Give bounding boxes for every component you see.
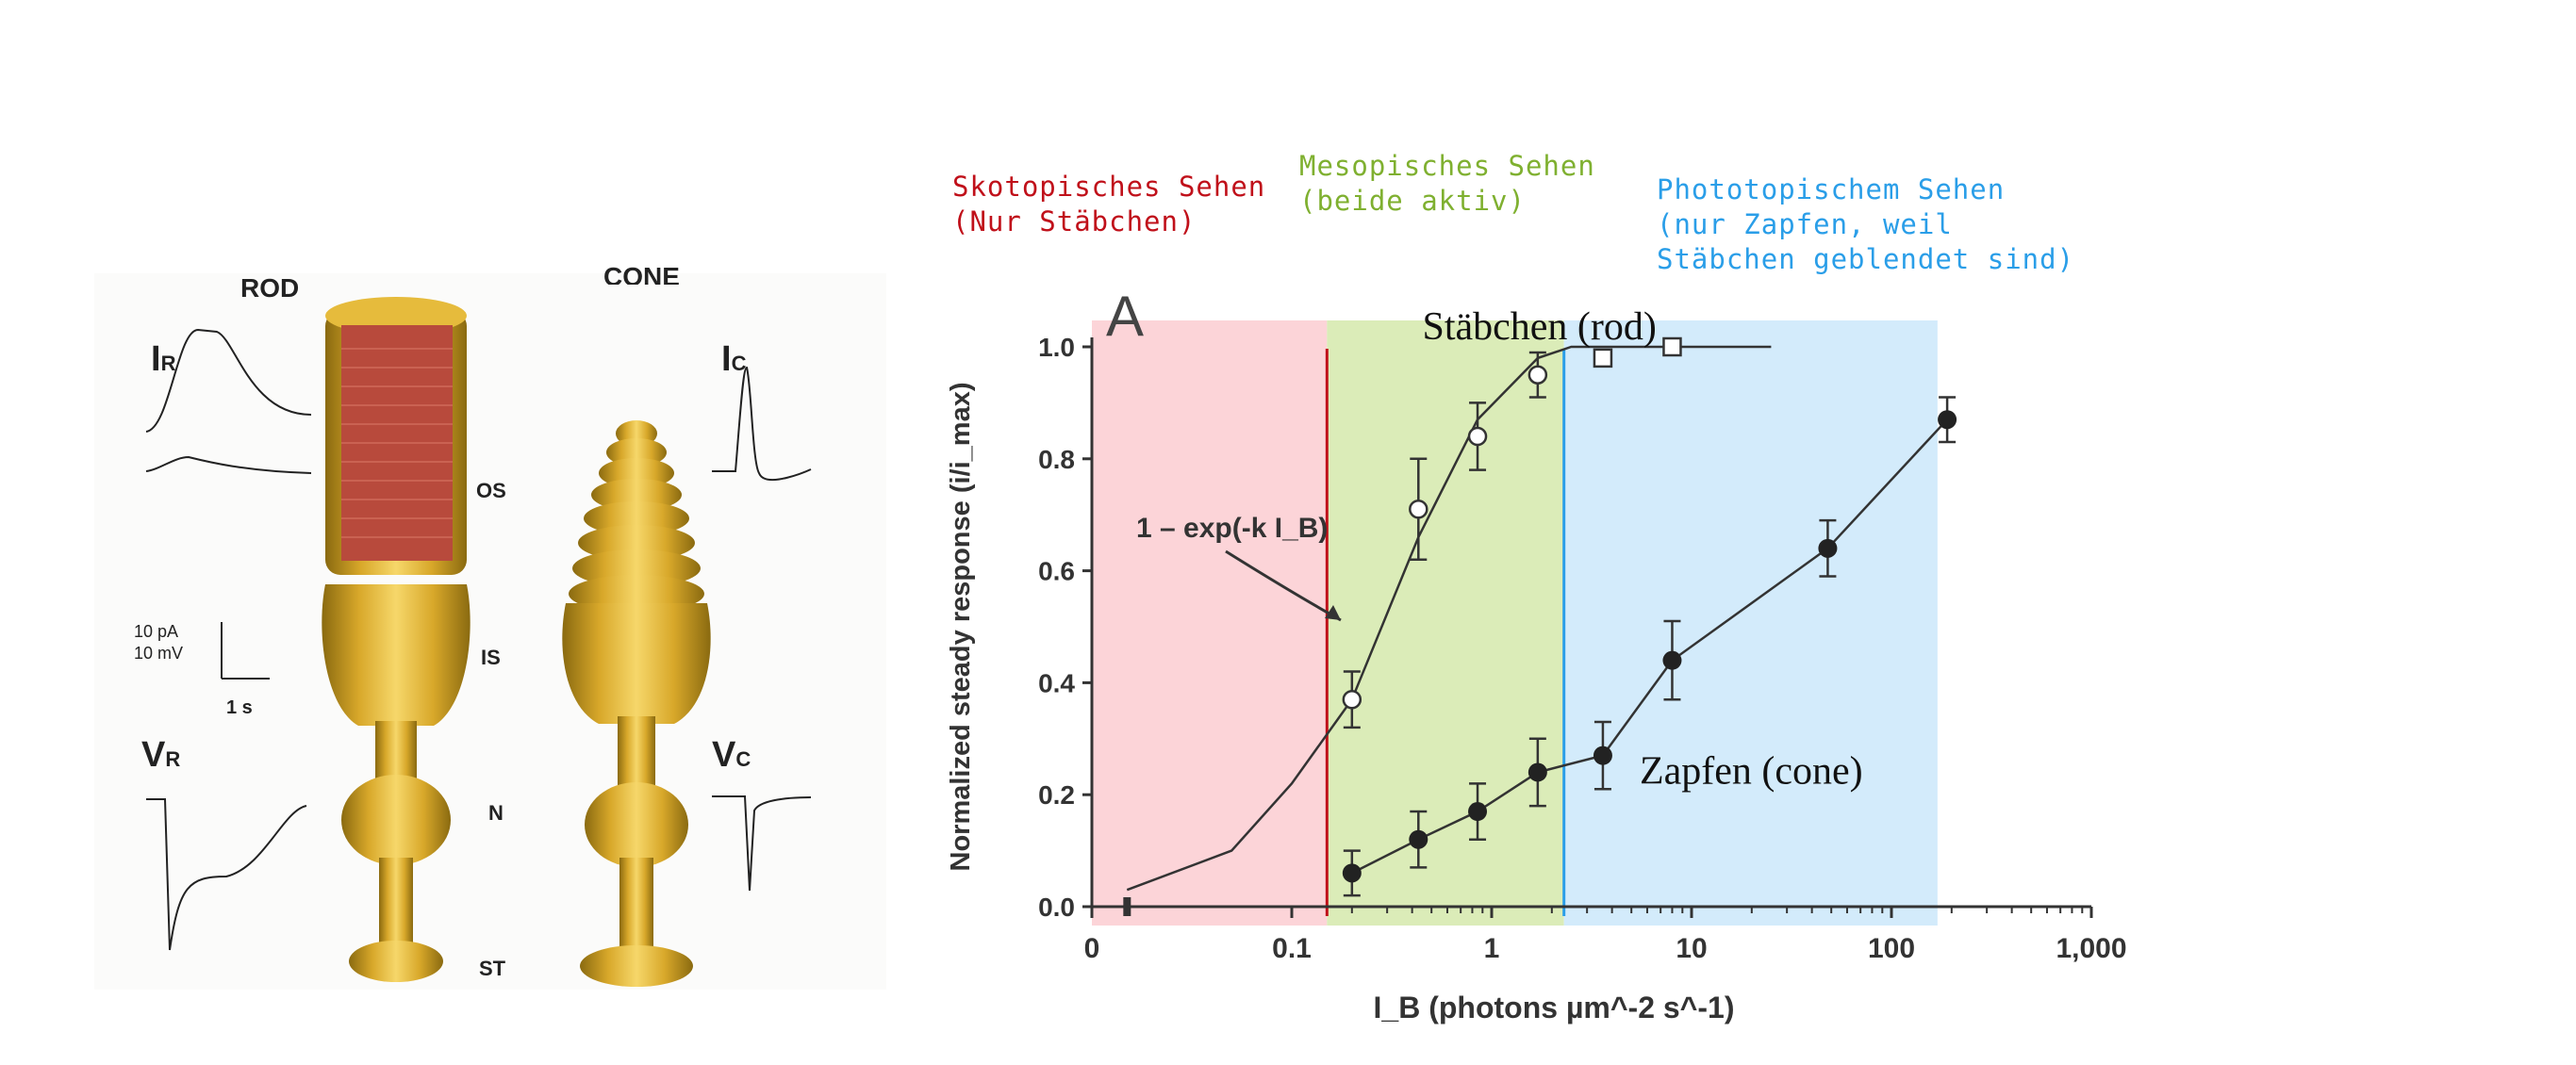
photopic-line2: (nur Zapfen, weil — [1657, 208, 1953, 240]
cone-data-point — [1593, 746, 1612, 765]
rod-curve-label: Stäbchen (rod) — [1422, 305, 1656, 349]
mesopic-subtitle: (beide aktiv) — [1299, 185, 1526, 217]
y-tick-label: 0.8 — [1038, 445, 1075, 474]
x-tick-label: 100 — [1868, 933, 1915, 964]
scotopic-annotation: Skotopisches Sehen (Nur Stäbchen) — [952, 170, 1265, 239]
cone-data-point — [1342, 863, 1362, 883]
rod-data-point — [1342, 689, 1362, 710]
mesopic-title: Mesopisches Sehen — [1299, 150, 1595, 182]
rod-data-point — [1409, 500, 1428, 519]
photoreceptor-drawing — [145, 297, 812, 987]
segment-os-label: OS — [476, 479, 506, 502]
region-photopic — [1563, 320, 1938, 926]
region-scotopic — [1092, 320, 1328, 926]
y-tick-label: 1.0 — [1038, 333, 1075, 362]
cone-header: CONE — [603, 262, 680, 285]
rod-cell — [322, 297, 471, 982]
region-mesopic — [1327, 320, 1564, 926]
photopic-title: Phototopischem Sehen — [1657, 173, 2006, 205]
cone-data-point — [1938, 410, 1957, 430]
scale-pa-label: 10 pA — [134, 622, 179, 641]
y-tick-label: 0.4 — [1038, 668, 1075, 697]
scale-mv-label: 10 mV — [134, 644, 184, 663]
rod-data-point — [1467, 426, 1488, 447]
y-tick-label: 0.6 — [1038, 557, 1075, 586]
cone-voltage-label: VC — [712, 735, 751, 775]
scotopic-title: Skotopisches Sehen — [952, 171, 1266, 203]
cone-series-line — [1351, 418, 1949, 875]
cone-current-trace — [712, 366, 812, 481]
cone-data-point — [1409, 829, 1428, 849]
segment-st-label: ST — [479, 957, 506, 980]
x-tick-label: 10 — [1676, 933, 1707, 964]
cone-data-point — [1662, 650, 1682, 670]
cone-data-point — [1527, 762, 1547, 782]
cone-voltage-trace — [712, 795, 812, 892]
rod-current-label: IR — [151, 339, 176, 379]
steady-response-chart: 0.0 0.2 0.4 0.6 0.8 1.0 0 0.1 1 10 100 1,000 Normali… — [946, 285, 2127, 1024]
origin-marker — [1123, 897, 1131, 916]
rod-data-point — [1527, 365, 1548, 385]
chart-panel: 0.0 0.2 0.4 0.6 0.8 1.0 0 0.1 1 10 100 1,000 Normali… — [905, 264, 2159, 1065]
segment-is-label: IS — [481, 646, 501, 669]
fit-curve-label: 1 – exp(-k I_B) — [1136, 513, 1328, 544]
rod-data-point — [1593, 348, 1613, 369]
cone-cell — [562, 420, 711, 987]
fit-arrowhead — [1325, 605, 1341, 620]
x-tick-label: 0 — [1084, 933, 1100, 964]
x-axis-label: I_B (photons µm^-2 s^-1) — [1374, 991, 1735, 1024]
rod-header: ROD — [240, 273, 300, 303]
x-tick-label: 1 — [1484, 933, 1500, 964]
photopic-line3: Stäbchen geblendet sind) — [1657, 243, 2075, 275]
photopic-annotation: Phototopischem Sehen (nur Zapfen, weil S… — [1657, 172, 2074, 277]
rod-current-trace — [145, 328, 312, 474]
photoreceptor-figure: ROD CONE IR IC VR VC 10 pA 10 mV 1 s OS … — [94, 262, 886, 990]
scale-bar — [221, 622, 270, 680]
panel-label: A — [1106, 285, 1144, 348]
cone-data-point — [1818, 538, 1838, 558]
cone-current-label: IC — [721, 339, 747, 379]
scale-time-label: 1 s — [226, 697, 253, 718]
cone-curve-label: Zapfen (cone) — [1640, 749, 1863, 793]
x-tick-label: 1,000 — [2056, 933, 2126, 964]
y-axis-label: Normalized steady response (i/i_max) — [946, 383, 976, 872]
mesopic-annotation: Mesopisches Sehen (beide aktiv) — [1299, 149, 1595, 219]
scotopic-subtitle: (Nur Stäbchen) — [952, 205, 1197, 238]
x-tick-label: 0.1 — [1272, 933, 1312, 964]
segment-n-label: N — [488, 801, 504, 825]
rod-data-point — [1662, 336, 1682, 357]
rod-voltage-label: VR — [141, 735, 181, 775]
y-tick-label: 0.2 — [1038, 780, 1075, 810]
y-tick-label: 0.0 — [1038, 893, 1075, 922]
cone-data-point — [1468, 802, 1488, 822]
rod-voltage-trace — [146, 798, 307, 951]
